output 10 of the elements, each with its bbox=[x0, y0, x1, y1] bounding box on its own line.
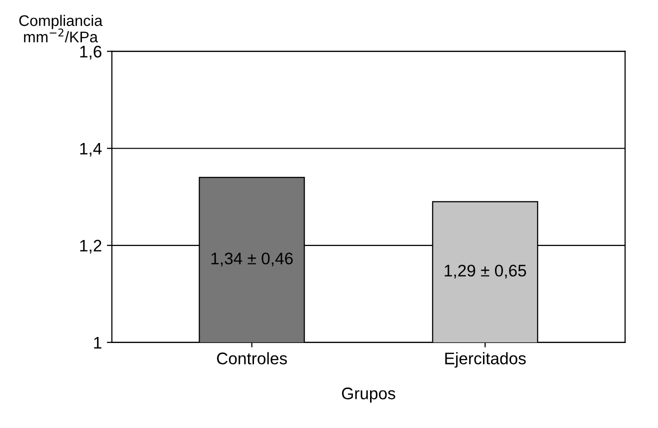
x-tick-label: Ejercitados bbox=[445, 352, 526, 368]
x-tick-label: Controles bbox=[217, 352, 287, 364]
x-axis-title: Grupos bbox=[342, 388, 396, 403]
y-tick-label: 1,2 bbox=[80, 240, 102, 254]
y-tick-label: 1,4 bbox=[80, 142, 102, 157]
data-label: 1,29 ± 0,65 bbox=[444, 264, 526, 279]
y-axis-title: Compliancia mm$^{−2}$/KPa bbox=[19, 14, 103, 42]
y-tick-label: 1 bbox=[94, 336, 102, 348]
y-tick-label: 1,6 bbox=[80, 46, 102, 60]
data-label: 1,34 ± 0,46 bbox=[211, 252, 293, 266]
